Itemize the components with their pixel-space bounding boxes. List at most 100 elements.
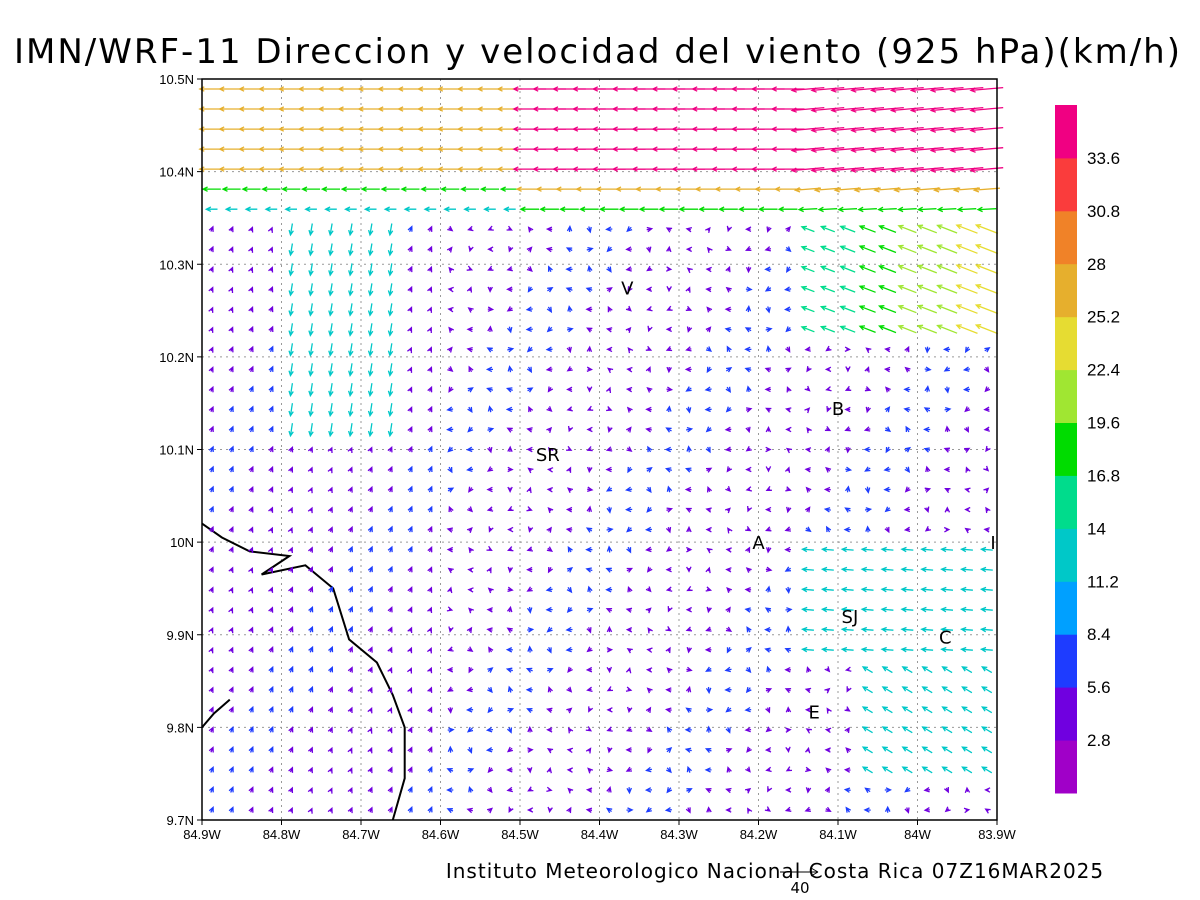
wind-arrow [666, 386, 674, 393]
wind-arrow [705, 226, 711, 234]
wind-arrow [566, 445, 573, 451]
wind-arrow [485, 366, 493, 373]
wind-arrow [705, 446, 711, 454]
x-tick-label: 84.3W [660, 827, 698, 842]
wind-arrow [547, 287, 554, 293]
x-tick-label: 83.9W [978, 827, 1016, 842]
wind-arrow [407, 425, 413, 433]
wind-arrow [904, 446, 912, 453]
wind-arrow [765, 485, 772, 491]
wind-arrow [288, 223, 294, 237]
wind-arrow [726, 466, 733, 473]
wind-arrow [686, 765, 692, 773]
wind-arrow [287, 486, 293, 493]
wind-arrow [810, 86, 845, 93]
wind-arrow [566, 586, 573, 594]
wind-arrow [864, 366, 870, 373]
wind-arrow [547, 446, 554, 454]
wind-arrow [407, 445, 413, 453]
wind-arrow [685, 685, 692, 693]
wind-arrow [880, 546, 894, 553]
wind-arrow [367, 605, 373, 613]
wind-arrow [824, 747, 831, 753]
wind-arrow [625, 686, 633, 692]
wind-arrow [228, 405, 234, 413]
wind-arrow [507, 326, 513, 334]
colorbar-label: 14 [1087, 519, 1106, 538]
wind-arrow [686, 525, 692, 533]
wind-arrow [228, 525, 234, 533]
wind-arrow [983, 465, 990, 472]
wind-arrow [920, 606, 934, 613]
wind-arrow [387, 383, 394, 398]
wind-arrow [824, 666, 831, 673]
wind-arrow [725, 485, 732, 493]
wind-arrow [806, 427, 812, 434]
wind-arrow [308, 403, 314, 418]
wind-arrow [606, 506, 612, 514]
wind-arrow [545, 226, 553, 232]
wind-arrow [446, 787, 454, 793]
wind-arrow [486, 607, 493, 613]
wind-arrow [281, 186, 301, 192]
place-label: E [808, 703, 819, 724]
wind-arrow [466, 726, 474, 733]
wind-arrow [850, 147, 885, 153]
wind-arrow [921, 766, 933, 774]
wind-arrow [407, 606, 413, 613]
wind-arrow [287, 526, 293, 534]
wind-arrow [268, 725, 274, 733]
wind-arrow [288, 746, 294, 753]
wind-arrow [941, 766, 953, 774]
wind-arrow [869, 106, 904, 113]
wind-arrow [505, 406, 513, 413]
wind-arrow [363, 206, 377, 212]
wind-arrow [487, 246, 494, 252]
wind-arrow [546, 326, 553, 333]
wind-arrow [686, 267, 693, 274]
wind-arrow [324, 206, 337, 212]
wind-arrow [900, 646, 914, 653]
wind-arrow [340, 186, 360, 192]
wind-arrow [983, 406, 990, 413]
wind-arrow [367, 766, 373, 774]
wind-arrow [546, 727, 553, 733]
wind-arrow [901, 706, 913, 714]
wind-arrow [824, 446, 830, 453]
wind-arrow [506, 225, 513, 231]
wind-arrow [566, 406, 573, 412]
wind-arrow [941, 746, 953, 754]
wind-arrow [407, 525, 413, 533]
wind-arrow [588, 706, 594, 713]
wind-arrow [307, 787, 313, 794]
wind-arrow [664, 446, 672, 453]
wind-arrow [566, 686, 573, 693]
wind-arrow [566, 767, 574, 773]
wind-arrow [817, 206, 838, 213]
wind-arrow [427, 666, 433, 674]
wind-arrow [466, 346, 473, 353]
wind-arrow [810, 167, 845, 173]
wind-arrow [407, 505, 413, 513]
wind-arrow [625, 326, 632, 333]
wind-arrow [308, 706, 314, 713]
wind-arrow [545, 606, 553, 613]
wind-arrow [327, 506, 333, 513]
wind-arrow [969, 167, 1004, 173]
wind-arrow [726, 345, 732, 353]
wind-arrow [904, 807, 910, 814]
wind-arrow [825, 767, 832, 774]
wind-arrow [248, 766, 254, 773]
wind-arrow [387, 626, 393, 633]
wind-arrow [747, 505, 753, 513]
wind-arrow [208, 346, 214, 353]
wind-arrow [764, 607, 772, 613]
wind-arrow [486, 786, 493, 794]
wind-arrow [605, 446, 613, 452]
wind-arrow [858, 325, 876, 334]
wind-arrow [447, 727, 455, 733]
wind-arrow [757, 206, 778, 212]
colorbar-swatch [1055, 157, 1077, 212]
wind-arrow [519, 206, 539, 212]
wind-arrow [248, 306, 254, 313]
